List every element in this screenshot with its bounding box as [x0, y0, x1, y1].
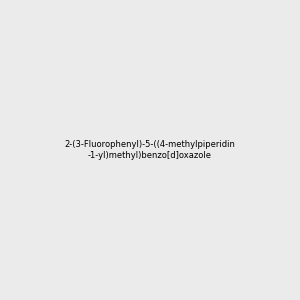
Text: 2-(3-Fluorophenyl)-5-((4-methylpiperidin
-1-yl)methyl)benzo[d]oxazole: 2-(3-Fluorophenyl)-5-((4-methylpiperidin… — [64, 140, 236, 160]
